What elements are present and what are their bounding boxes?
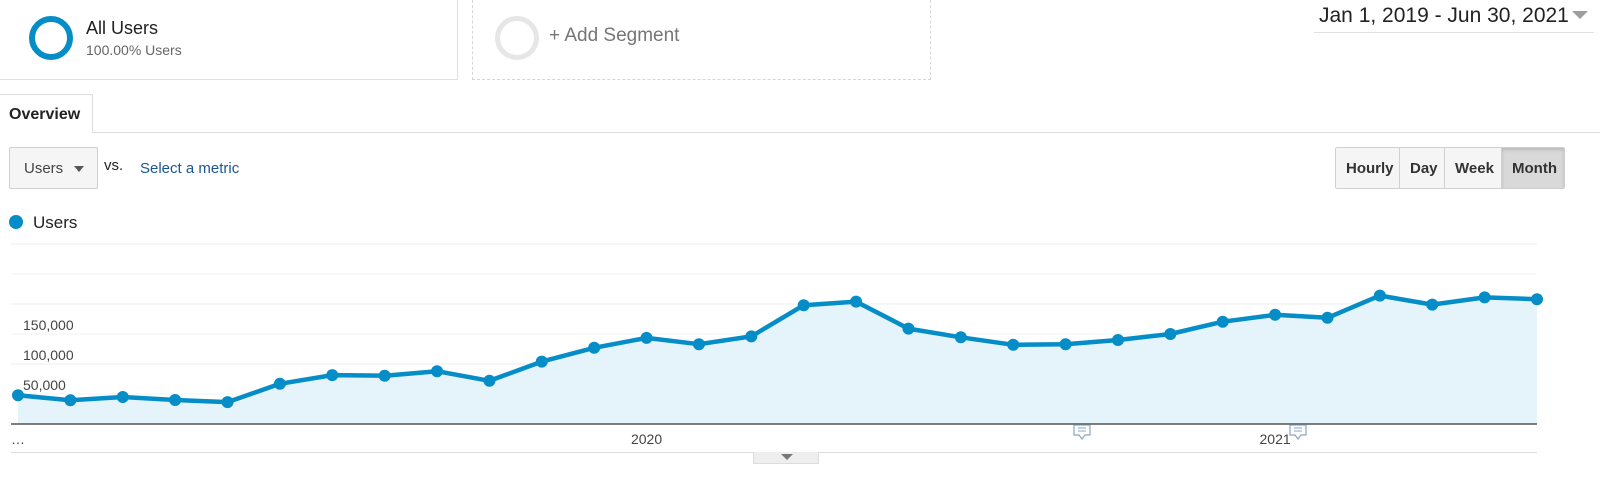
series-area-fill	[18, 295, 1537, 424]
week-button[interactable]: Week	[1445, 148, 1502, 188]
data-point-0[interactable]	[12, 389, 24, 402]
caret-down-icon	[781, 454, 793, 460]
data-point-26[interactable]	[1373, 289, 1386, 302]
x-tick-label: 2021	[1260, 431, 1291, 447]
data-point-15[interactable]	[797, 299, 810, 312]
data-point-13[interactable]	[692, 338, 705, 351]
month-button[interactable]: Month	[1502, 148, 1564, 188]
data-point-19[interactable]	[1007, 338, 1020, 351]
add-segment-card[interactable]: + Add Segment	[472, 0, 931, 80]
add-segment-label[interactable]: + Add Segment	[549, 25, 680, 46]
segment-card-all-users[interactable]: All Users 100.00% Users	[0, 0, 458, 80]
empty-segment-ring-icon	[495, 16, 539, 60]
data-point-18[interactable]	[954, 331, 967, 344]
legend-marker	[9, 215, 23, 229]
metric-dropdown[interactable]: Users	[9, 147, 98, 189]
y-tick-label: 150,000	[23, 317, 74, 333]
data-point-25[interactable]	[1321, 311, 1334, 324]
data-point-28[interactable]	[1478, 291, 1491, 304]
data-point-23[interactable]	[1216, 315, 1229, 328]
vs-label: vs.	[104, 157, 124, 174]
data-point-3[interactable]	[169, 394, 182, 406]
caret-down-icon	[74, 166, 84, 172]
data-point-17[interactable]	[902, 322, 915, 335]
note-icon[interactable]	[1073, 424, 1091, 440]
data-point-8[interactable]	[431, 365, 444, 378]
note-icon[interactable]	[1289, 424, 1307, 440]
tab-overview[interactable]: Overview	[0, 94, 93, 133]
data-point-10[interactable]	[535, 355, 548, 368]
segment-ring-icon	[29, 16, 73, 60]
date-range-label: Jan 1, 2019 - Jun 30, 2021	[1319, 4, 1569, 27]
data-point-12[interactable]	[640, 331, 653, 344]
data-point-14[interactable]	[745, 330, 758, 343]
data-point-2[interactable]	[116, 391, 129, 403]
series-line	[17, 293, 1538, 405]
time-granularity-buttons: Hourly Day Week Month	[1335, 147, 1565, 189]
data-point-4[interactable]	[221, 396, 234, 409]
annotation-markers	[1073, 424, 1307, 440]
y-axis-ticks: 50,000 100,000 150,000	[23, 317, 74, 393]
tab-divider	[0, 132, 1600, 133]
data-point-7[interactable]	[378, 369, 391, 382]
x-tick-label: 2020	[631, 431, 662, 447]
chart-expand-toggle[interactable]	[753, 452, 819, 464]
chevron-down-icon[interactable]	[1572, 11, 1588, 19]
segment-title: All Users	[86, 18, 159, 38]
data-point-11[interactable]	[588, 341, 601, 354]
x-axis-ticks: … 2020 2021	[11, 431, 1291, 447]
data-point-27[interactable]	[1426, 298, 1439, 311]
x-tick-label: …	[11, 431, 25, 447]
data-point-29[interactable]	[1531, 293, 1543, 306]
users-line-chart: 50,000 100,000 150,000 … 2020 2021	[11, 243, 1543, 447]
data-point-22[interactable]	[1164, 328, 1177, 340]
legend-label: Users	[33, 213, 78, 232]
data-point-20[interactable]	[1059, 338, 1072, 351]
metric-dropdown-label: Users	[24, 160, 64, 177]
data-point-6[interactable]	[326, 369, 339, 382]
data-point-9[interactable]	[483, 374, 496, 387]
data-point-5[interactable]	[273, 377, 286, 390]
series-points	[12, 289, 1543, 409]
y-tick-label: 100,000	[23, 347, 74, 363]
date-range-picker[interactable]: Jan 1, 2019 - Jun 30, 2021	[1314, 0, 1594, 33]
data-point-1[interactable]	[64, 394, 77, 407]
segment-subtitle: 100.00% Users	[86, 42, 182, 58]
data-point-24[interactable]	[1269, 308, 1282, 321]
select-metric-link[interactable]: Select a metric	[140, 160, 240, 177]
data-point-21[interactable]	[1111, 334, 1124, 346]
data-point-16[interactable]	[850, 295, 863, 308]
y-tick-label: 50,000	[23, 377, 66, 393]
day-button[interactable]: Day	[1400, 148, 1445, 188]
hourly-button[interactable]: Hourly	[1336, 148, 1400, 188]
